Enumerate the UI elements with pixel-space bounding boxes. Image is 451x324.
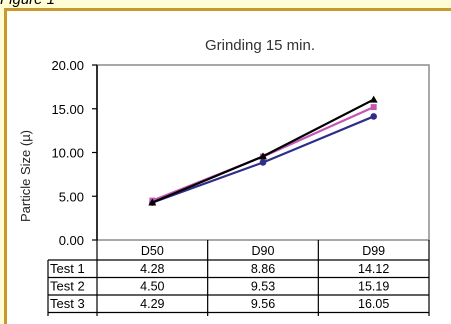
x-category-label: D90: [252, 244, 275, 258]
table-row-label: Test 1: [50, 261, 85, 276]
table-row-label: Test 3: [50, 296, 85, 311]
figure-label: Figure 1: [0, 0, 55, 8]
x-category-label: D50: [141, 244, 164, 258]
x-category-label: D99: [362, 244, 385, 258]
plot-area: 0.00 5.00 10.00 15.00 20.00: [51, 58, 430, 248]
data-label: 9.53: [251, 280, 275, 294]
data-point: [370, 113, 377, 120]
chart-frame: [4, 8, 451, 324]
data-table: D50 D90 D99 Test 1 4.28 8.86 14.12 Test 2 4.50 9.…: [47, 240, 430, 316]
data-label: 4.29: [140, 297, 164, 311]
y-tick-label: 5.00: [59, 189, 84, 204]
data-label: 15.19: [358, 280, 389, 294]
data-point: [148, 198, 157, 206]
data-label: 4.28: [140, 262, 164, 276]
y-tick-label: 15.00: [51, 102, 84, 117]
y-tick-label: 10.00: [51, 146, 84, 161]
data-point: [259, 159, 267, 166]
data-label: 4.50: [140, 280, 164, 294]
data-label: 14.12: [358, 262, 389, 276]
y-tick-label: 0.00: [59, 233, 84, 248]
table-row-label: Test 2: [50, 279, 85, 294]
y-axis-label: Particle Size (µ): [18, 130, 33, 222]
data-point: [259, 152, 267, 160]
data-label: 9.56: [251, 297, 275, 311]
data-label: 8.86: [251, 262, 275, 276]
chart-title: Grinding 15 min.: [205, 37, 315, 54]
data-point: [369, 95, 378, 103]
y-tick-label: 20.00: [51, 58, 84, 73]
data-point: [370, 104, 377, 111]
data-label: 16.05: [358, 297, 389, 311]
